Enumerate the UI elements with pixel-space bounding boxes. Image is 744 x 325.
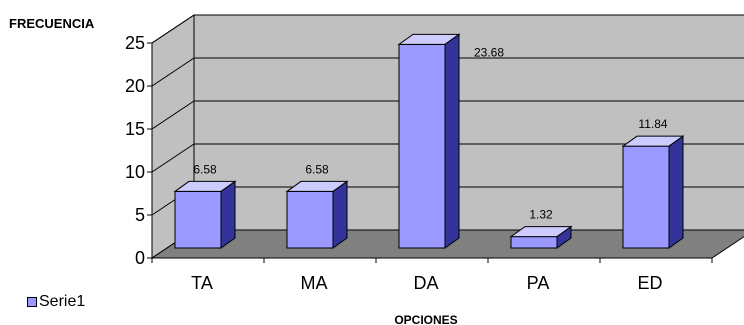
data-label-ma: 6.58 [305,162,329,176]
data-label-pa: 1.32 [529,208,553,222]
bar-front [622,145,670,249]
y-tick-label: 0 [135,248,145,268]
legend-swatch [27,297,37,307]
gridline-side [151,14,195,44]
x-tick-label-ta: TA [191,273,213,293]
data-label-ed: 11.84 [638,117,667,131]
bar-da [397,33,461,249]
data-label-da: 23.68 [474,45,504,59]
bar-side [332,180,348,249]
gridline-side [151,57,195,87]
bar-front [286,190,334,249]
x-tick-label-da: DA [413,273,438,293]
y-axis: 0 5 10 15 20 25 [125,33,153,268]
y-axis-title: FRECUENCIA [9,16,95,31]
bar-ma [285,180,349,249]
x-axis-title: OPCIONES [394,313,457,325]
bar-ed [621,135,685,249]
y-tick-label: 10 [125,162,145,182]
data-label-ta: 6.58 [193,162,217,176]
bar-front [510,236,558,249]
legend: Serie1 [27,293,85,311]
y-tick-label: 25 [125,33,145,53]
x-tick-label-ma: MA [301,273,328,293]
bar-side [556,225,572,249]
legend-label: Serie1 [39,293,86,310]
bar-side [220,180,236,249]
bar-ta [173,180,237,249]
bars [173,33,685,249]
gridline-side [151,143,195,173]
x-tick-label-ed: ED [637,273,662,293]
x-tick-label-pa: PA [527,273,550,293]
y-tick-label: 15 [125,119,145,139]
y-tick-label: 20 [125,76,145,96]
y-tick-label: 5 [135,205,145,225]
bar-front [398,43,446,249]
bar-side [444,33,460,249]
bar-side [668,135,684,249]
gridline-side [151,100,195,130]
data-labels: 6.58 6.58 23.68 1.32 11.84 [193,45,668,221]
bar-front [174,190,222,249]
x-axis: TA MA DA PA ED [151,257,713,293]
bar-pa [509,225,573,249]
